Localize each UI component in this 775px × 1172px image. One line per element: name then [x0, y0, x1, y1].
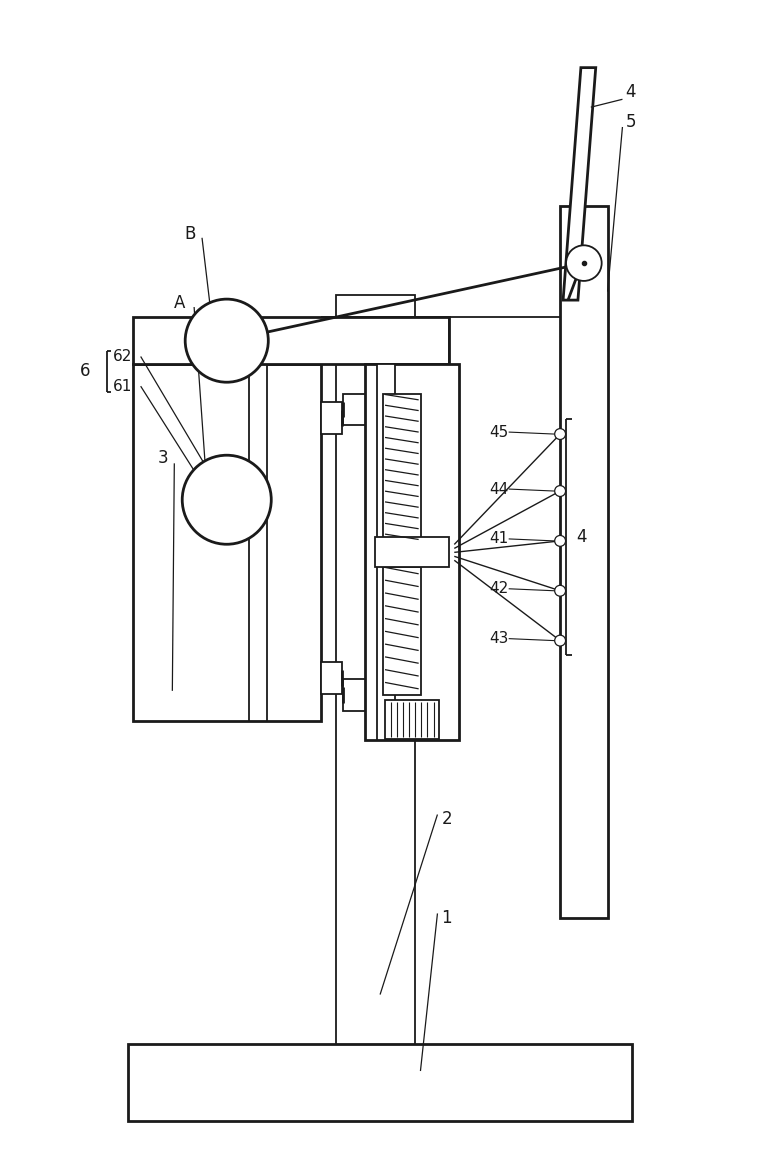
Bar	[385, 700, 439, 740]
Text: 62: 62	[113, 349, 133, 364]
Circle shape	[555, 429, 566, 440]
Text: 42: 42	[490, 581, 508, 597]
Circle shape	[182, 455, 271, 544]
Bar	[201, 343, 215, 363]
Text: 6: 6	[80, 362, 90, 381]
Circle shape	[566, 245, 601, 281]
Text: 61: 61	[113, 379, 133, 394]
Circle shape	[555, 485, 566, 497]
Bar	[128, 1044, 632, 1122]
Bar	[321, 402, 343, 434]
Bar	[560, 206, 608, 919]
Bar	[377, 364, 395, 741]
Text: B: B	[184, 225, 195, 243]
Bar	[321, 662, 343, 694]
Text: 43: 43	[489, 632, 508, 646]
Text: 41: 41	[490, 531, 508, 546]
Bar	[343, 680, 365, 711]
Bar	[209, 459, 245, 479]
Bar	[375, 537, 449, 567]
Bar	[231, 343, 245, 363]
Polygon shape	[563, 68, 596, 300]
Text: A: A	[174, 294, 186, 312]
Bar	[250, 364, 267, 721]
Text: 45: 45	[490, 424, 508, 440]
Text: 3: 3	[157, 449, 168, 468]
Bar	[133, 364, 321, 721]
Bar	[133, 316, 449, 364]
Bar	[199, 479, 254, 515]
Circle shape	[555, 585, 566, 597]
Bar	[383, 567, 421, 695]
Text: 1: 1	[442, 909, 452, 927]
Bar	[365, 364, 460, 741]
Text: 44: 44	[490, 482, 508, 497]
Text: 4: 4	[625, 83, 636, 101]
Bar	[336, 295, 415, 1044]
Circle shape	[555, 635, 566, 646]
Bar	[343, 394, 365, 425]
Circle shape	[185, 299, 268, 382]
Circle shape	[555, 536, 566, 546]
Text: 5: 5	[625, 113, 636, 131]
Text: 2: 2	[442, 811, 452, 829]
Bar	[383, 395, 421, 545]
Text: 4: 4	[576, 529, 587, 546]
